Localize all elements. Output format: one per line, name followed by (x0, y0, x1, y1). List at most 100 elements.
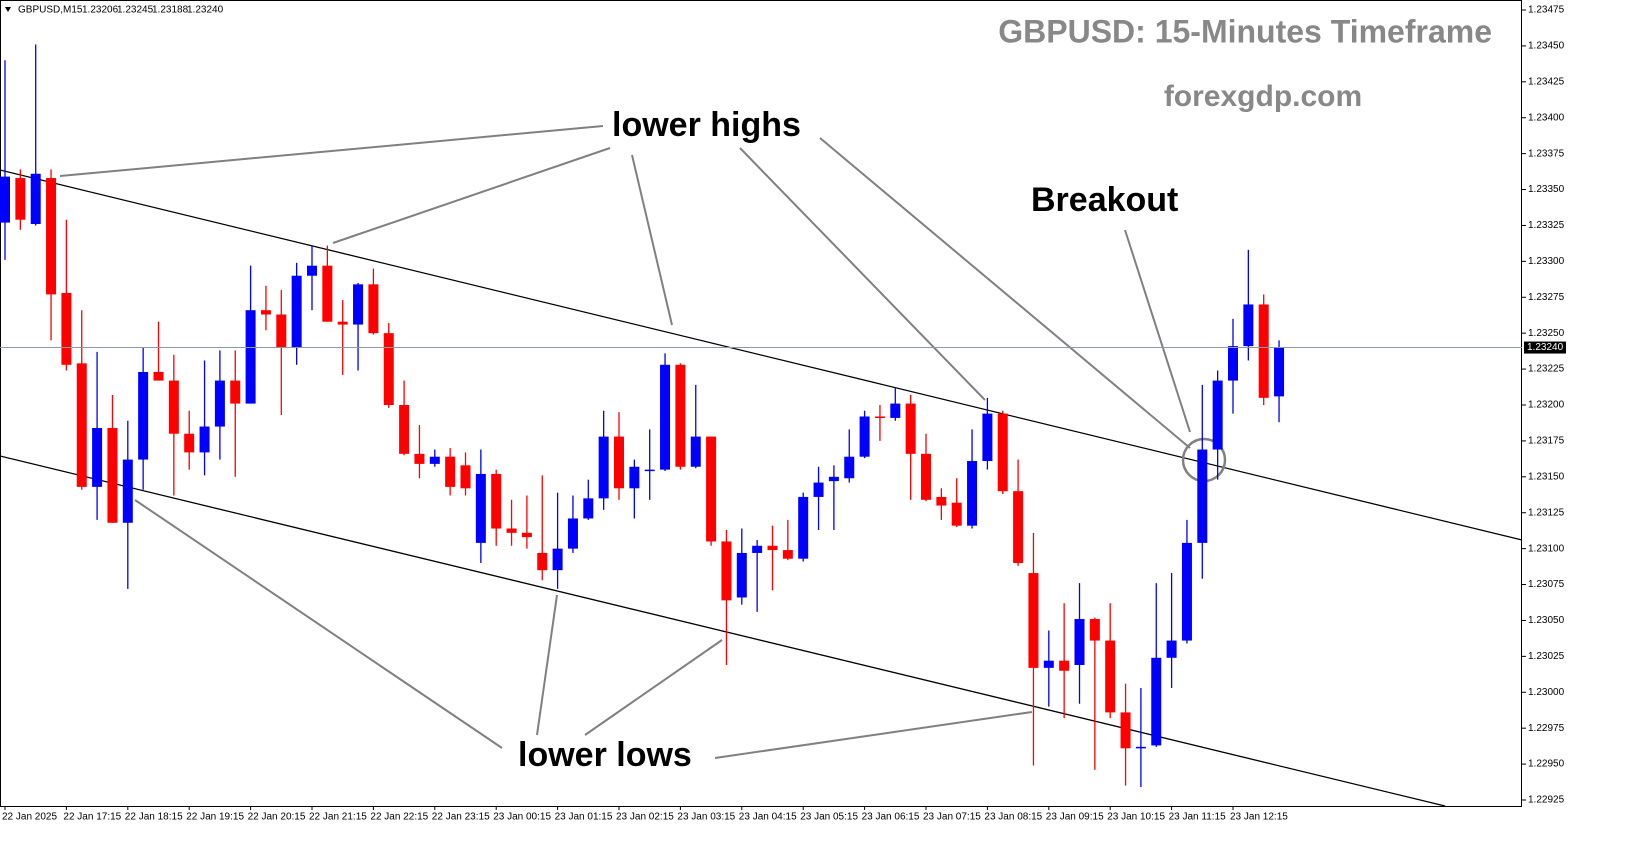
candle-body (1151, 657, 1162, 746)
candle-body (1181, 542, 1192, 641)
x-tick-label: 23 Jan 07:15 (923, 812, 981, 823)
candle-body (1028, 573, 1039, 668)
x-tick-label: 23 Jan 05:15 (800, 812, 858, 823)
header-value: 1.23188 (152, 5, 189, 16)
y-tick-label: 1.23175 (1528, 436, 1565, 447)
candle-body (736, 552, 747, 598)
candle-body (1135, 746, 1146, 749)
candle-body (798, 496, 809, 559)
x-tick-label: 23 Jan 00:15 (493, 812, 551, 823)
current-price-box (1524, 341, 1566, 354)
candle-body (0, 176, 10, 223)
candle-body (184, 433, 195, 453)
candle-body (460, 465, 471, 489)
candle-body (614, 436, 624, 489)
y-tick-label: 1.23350 (1528, 184, 1565, 195)
y-tick-label: 1.22950 (1528, 759, 1565, 770)
x-tick-label: 23 Jan 09:15 (1046, 812, 1104, 823)
candle-body (276, 314, 287, 348)
candle-body (368, 284, 379, 334)
y-tick-label: 1.23225 (1528, 364, 1565, 375)
y-tick-label: 1.23025 (1528, 651, 1565, 662)
candle-body (1074, 619, 1085, 665)
pointer-line (59, 125, 604, 177)
x-tick-label: 23 Jan 10:15 (1107, 812, 1165, 823)
candle-body (1166, 640, 1177, 658)
candle-body (782, 550, 793, 559)
current-price-label: 1.23240 (1527, 342, 1564, 353)
y-tick-label: 1.22925 (1528, 795, 1565, 806)
candle-body (399, 405, 410, 454)
candle-body (337, 321, 348, 325)
candle-body (230, 380, 241, 404)
candle-body (1120, 712, 1131, 749)
candle-body (629, 466, 640, 489)
candle-body (537, 552, 548, 571)
candle-body (690, 436, 701, 467)
y-tick-label: 1.23450 (1528, 41, 1565, 52)
x-tick-label: 23 Jan 04:15 (739, 812, 797, 823)
candle-body (445, 456, 456, 487)
candle-body (199, 426, 210, 453)
candle-body (675, 364, 686, 467)
pointer-line (536, 594, 558, 736)
candles (0, 44, 1285, 788)
pointer-line (134, 499, 503, 749)
candle-body (1059, 660, 1070, 671)
x-tick-label: 23 Jan 03:15 (677, 812, 735, 823)
candle-body (260, 310, 271, 315)
x-tick-label: 22 Jan 18:15 (125, 812, 183, 823)
y-tick-label: 1.23325 (1528, 220, 1565, 231)
chart-subtitle: forexgdp.com (1164, 80, 1362, 113)
candle-body (15, 178, 26, 220)
candle-body (1258, 304, 1269, 398)
x-tick-label: 22 Jan 23:15 (432, 812, 490, 823)
candle-body (721, 541, 732, 601)
x-tick-label: 23 Jan 01:15 (555, 812, 613, 823)
candle-body (122, 459, 133, 523)
header-value: 1.23240 (187, 5, 224, 16)
candle-body (813, 482, 824, 497)
upper-channel-line (0, 169, 1523, 541)
candle-body (951, 502, 962, 526)
candle-body (307, 265, 317, 276)
candle-body (967, 461, 978, 526)
annotation: lower highs (612, 106, 801, 144)
candle-body (506, 528, 517, 533)
pointer-line (739, 147, 986, 401)
candle-body (245, 310, 256, 404)
pointer-line (1124, 229, 1191, 433)
x-tick-label: 23 Jan 08:15 (984, 812, 1042, 823)
y-tick-label: 1.23400 (1528, 112, 1565, 123)
chart-title: GBPUSD: 15-Minutes Timeframe (998, 13, 1492, 49)
y-tick-label: 1.23000 (1528, 687, 1565, 698)
candle-body (475, 473, 486, 543)
candle-body (660, 364, 671, 470)
candle-body (30, 173, 41, 225)
candle-body (521, 532, 532, 538)
candle-body (828, 476, 839, 482)
lower-channel-line (0, 455, 1446, 807)
candle-body (383, 333, 394, 405)
pointer-line (332, 147, 611, 244)
x-tick-label: 22 Jan 22:15 (370, 812, 428, 823)
candle-body (76, 363, 87, 487)
candle-body (997, 413, 1008, 492)
candle-body (1228, 346, 1238, 381)
y-tick-label: 1.23250 (1528, 328, 1565, 339)
header-symbol: GBPUSD,M15 (18, 5, 83, 16)
header-value: 1.23245 (117, 5, 154, 16)
candle-body (291, 275, 302, 348)
candle-body (844, 456, 855, 479)
candle-body (1043, 660, 1054, 668)
candle-body (552, 548, 563, 571)
y-tick-label: 1.23150 (1528, 471, 1565, 482)
candle-body (46, 178, 57, 295)
candle-body (1243, 304, 1254, 347)
annotation-layer (0, 125, 1523, 807)
y-tick-label: 1.23050 (1528, 615, 1565, 626)
y-tick-label: 1.23100 (1528, 543, 1565, 554)
candle-body (92, 427, 103, 487)
